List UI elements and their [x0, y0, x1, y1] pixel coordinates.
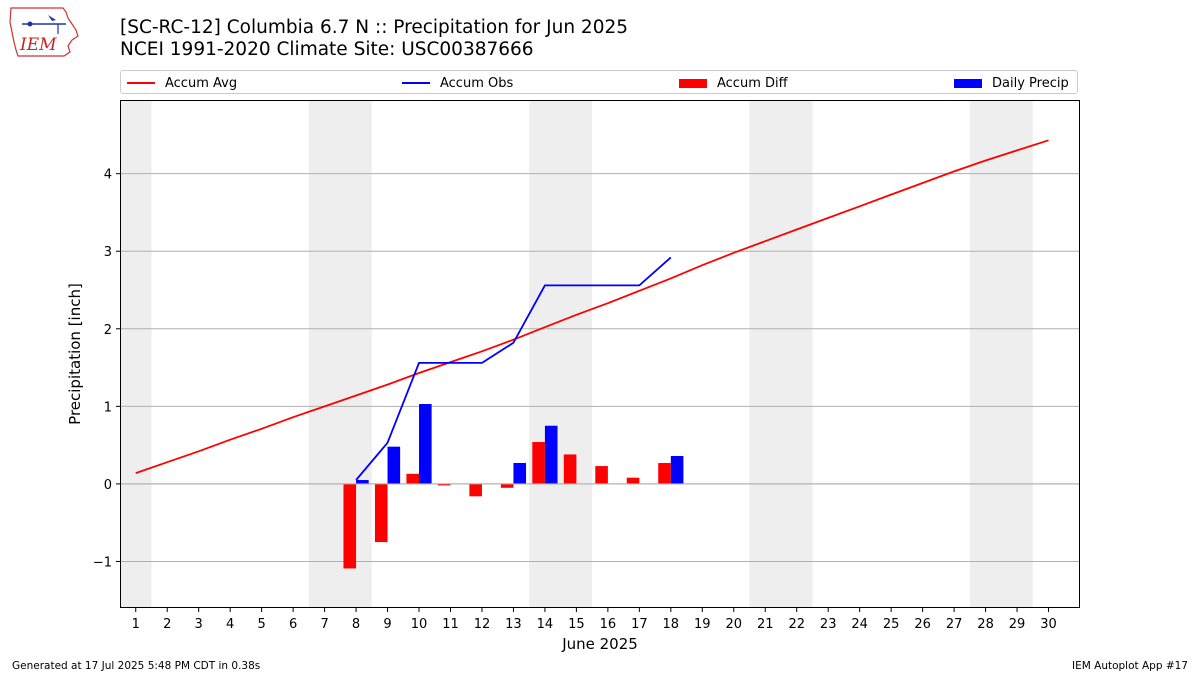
x-tick-label-22: 22 — [788, 617, 805, 632]
y-tick-label-0: −1 — [93, 555, 112, 570]
bar-accum-diff-14 — [532, 442, 545, 484]
bar-accum-diff-10 — [406, 473, 420, 484]
legend-label-accum-diff: Accum Diff — [717, 75, 788, 91]
legend-swatch-accum-avg — [127, 82, 155, 84]
x-tick-label-25: 25 — [883, 617, 900, 632]
x-tick-label-10: 10 — [411, 617, 428, 632]
x-tick-label-30: 30 — [1040, 617, 1057, 632]
bar-accum-diff-13 — [500, 483, 514, 488]
bar-accum-diff-16 — [595, 466, 608, 484]
y-tick-label-4: 3 — [104, 245, 112, 260]
legend-swatch-daily-precip — [954, 78, 982, 88]
iem-logo: IEM — [9, 7, 79, 57]
chart-legend: Accum Avg Accum Obs Accum Diff Daily Pre… — [120, 70, 1078, 94]
x-tick-label-15: 15 — [568, 617, 585, 632]
x-tick-label-9: 9 — [383, 617, 391, 632]
x-tick-label-23: 23 — [820, 617, 837, 632]
x-tick-label-24: 24 — [851, 617, 868, 632]
x-tick-label-1: 1 — [132, 617, 140, 632]
footer-generated: Generated at 17 Jul 2025 5:48 PM CDT in … — [12, 660, 261, 672]
x-tick-label-3: 3 — [195, 617, 203, 632]
x-tick-label-29: 29 — [1009, 617, 1026, 632]
x-tick-label-5: 5 — [257, 617, 265, 632]
legend-label-accum-obs: Accum Obs — [440, 75, 514, 91]
x-tick-label-20: 20 — [725, 617, 742, 632]
grid-lines — [120, 173, 1080, 562]
bars — [343, 404, 684, 569]
x-tick-label-2: 2 — [163, 617, 171, 632]
weekend-band-2 — [529, 100, 593, 608]
chart-title: [SC-RC-12] Columbia 6.7 N :: Precipitati… — [120, 17, 629, 38]
legend-accum-avg: Accum Avg — [127, 74, 237, 92]
bar-daily-precip-18 — [670, 455, 684, 484]
x-tick-label-19: 19 — [694, 617, 711, 632]
x-tick-label-28: 28 — [977, 617, 994, 632]
chart-subtitle: NCEI 1991-2020 Climate Site: USC00387666 — [120, 39, 534, 60]
plot-frame — [120, 100, 1080, 608]
x-tick-label-13: 13 — [505, 617, 522, 632]
bar-daily-precip-14 — [544, 425, 558, 484]
weekend-band-1 — [308, 100, 372, 608]
x-tick-label-11: 11 — [442, 617, 459, 632]
bar-daily-precip-9 — [387, 446, 401, 484]
bar-daily-precip-13 — [513, 462, 527, 484]
x-tick-label-7: 7 — [320, 617, 328, 632]
weekend-bands — [120, 100, 1033, 608]
bar-accum-diff-11 — [437, 483, 451, 486]
y-axis: −1 0 1 2 3 4 — [93, 168, 120, 570]
bar-accum-diff-17 — [626, 477, 640, 484]
bar-accum-diff-8 — [343, 483, 357, 569]
legend-swatch-accum-obs — [402, 82, 430, 84]
legend-accum-obs: Accum Obs — [402, 74, 513, 92]
weekend-band-0 — [120, 100, 152, 608]
x-tick-label-14: 14 — [537, 617, 554, 632]
legend-accum-diff: Accum Diff — [679, 74, 788, 92]
logo-text: IEM — [19, 35, 57, 55]
legend-daily-precip: Daily Precip — [954, 74, 1069, 92]
legend-label-daily-precip: Daily Precip — [992, 75, 1069, 91]
x-tick-label-12: 12 — [474, 617, 491, 632]
bar-accum-diff-18 — [658, 462, 671, 484]
y-tick-label-3: 2 — [104, 323, 112, 338]
bar-accum-diff-12 — [469, 483, 482, 497]
y-tick-label-2: 1 — [104, 400, 112, 415]
x-tick-label-6: 6 — [289, 617, 297, 632]
weekend-band-3 — [749, 100, 813, 608]
bar-daily-precip-8 — [356, 480, 369, 484]
bar-accum-diff-15 — [563, 454, 577, 484]
y-tick-label-1: 0 — [104, 478, 112, 493]
x-tick-label-27: 27 — [946, 617, 963, 632]
x-tick-label-4: 4 — [226, 617, 234, 632]
x-tick-label-16: 16 — [600, 617, 617, 632]
x-tick-label-21: 21 — [757, 617, 774, 632]
x-tick-label-8: 8 — [352, 617, 360, 632]
footer-app: IEM Autoplot App #17 — [1072, 660, 1188, 672]
x-tick-label-26: 26 — [914, 617, 931, 632]
legend-swatch-accum-diff — [679, 78, 707, 88]
x-axis: 1 2 3 4 5 6 7 8 9 10 11 12 13 14 15 16 17 18 19 20 21 22 23 24 2… — [132, 608, 1057, 632]
weekend-band-4 — [969, 100, 1033, 608]
y-tick-label-5: 4 — [104, 168, 112, 183]
legend-label-accum-avg: Accum Avg — [165, 75, 238, 91]
bar-accum-diff-9 — [374, 483, 388, 543]
x-tick-label-18: 18 — [663, 617, 680, 632]
y-axis-label: Precipitation [inch] — [66, 283, 84, 425]
bar-daily-precip-10 — [419, 404, 432, 484]
x-axis-label: June 2025 — [561, 635, 638, 653]
series-lines — [120, 139, 1080, 485]
line-accum-obs — [355, 256, 672, 481]
line-accum-avg — [135, 139, 1049, 474]
x-tick-label-17: 17 — [631, 617, 648, 632]
